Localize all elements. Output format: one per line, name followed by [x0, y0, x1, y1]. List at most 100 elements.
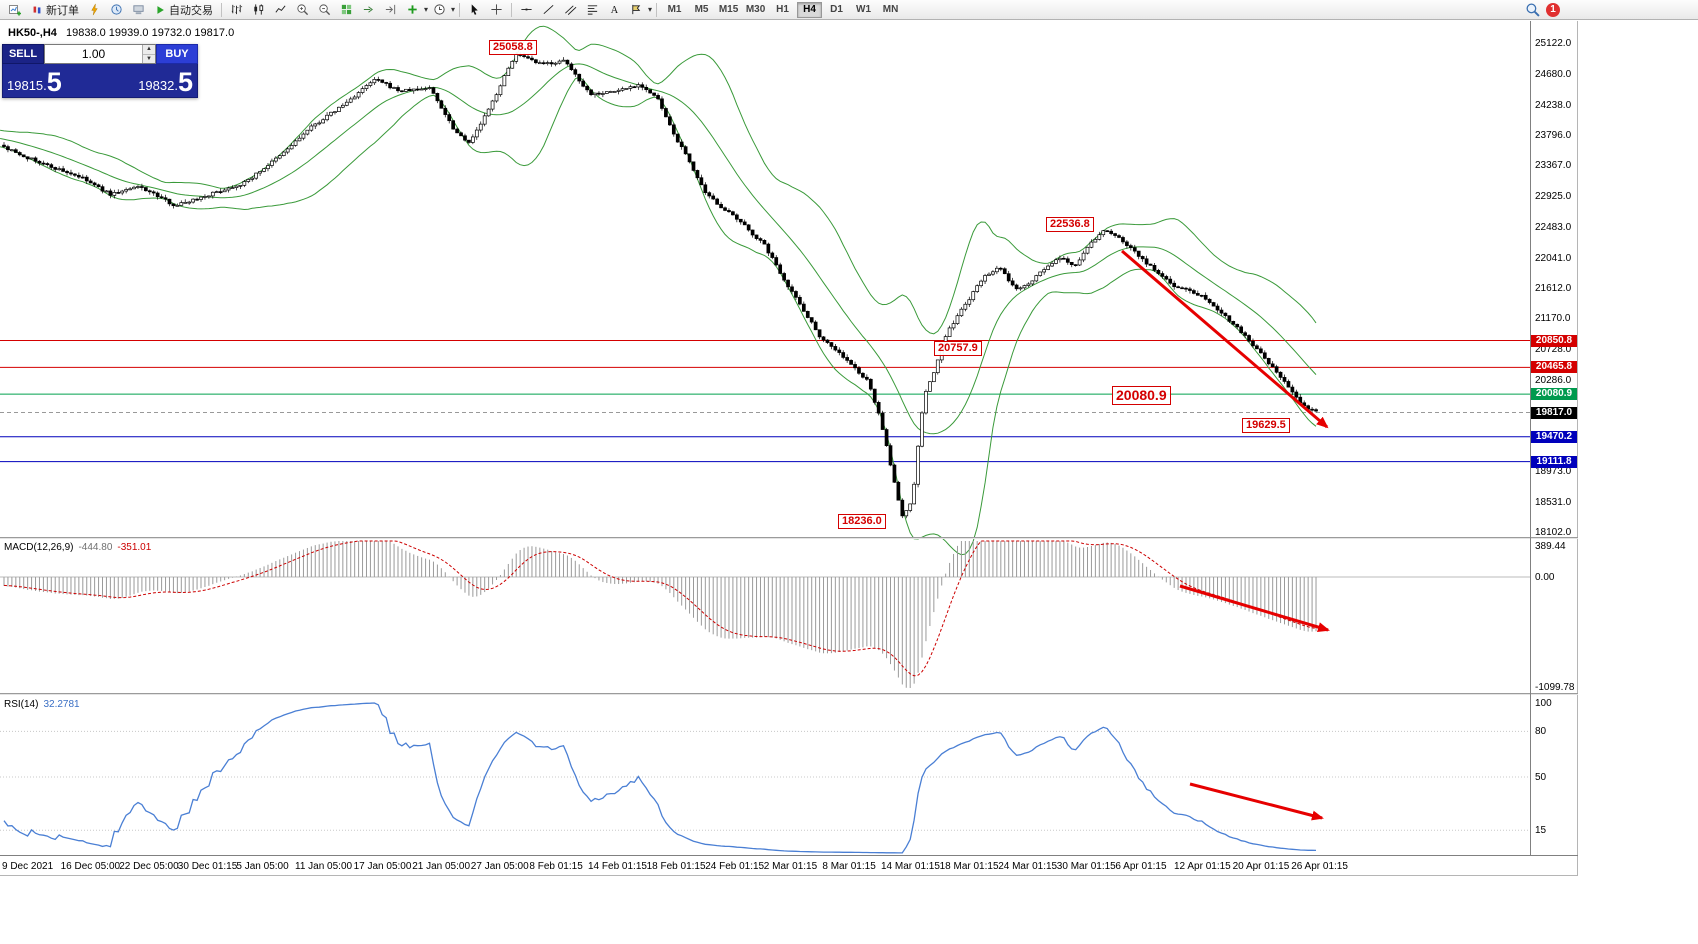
time-tick-label: 30 Dec 01:15: [177, 861, 238, 872]
price-level-badge: 19817.0: [1531, 406, 1577, 419]
sell-price-big-digit: 5: [46, 67, 62, 97]
notification-badge[interactable]: 1: [1546, 2, 1560, 17]
search-icon[interactable]: [1525, 2, 1540, 17]
price-callout[interactable]: 18236.0: [838, 514, 886, 529]
indicator-tick-label: -1099.78: [1535, 682, 1575, 693]
zoom-out-icon: [319, 4, 331, 16]
time-tick-label: 17 Jan 05:00: [353, 861, 412, 872]
price-tick-label: 24238.0: [1535, 99, 1572, 111]
volume-input[interactable]: [45, 45, 142, 63]
price-tick-label: 18973.0: [1535, 466, 1572, 478]
fibonacci-tool-button[interactable]: [582, 1, 603, 19]
price-callout[interactable]: 19629.5: [1242, 418, 1290, 433]
text-tool-button[interactable]: A: [604, 1, 625, 19]
price-callout[interactable]: 25058.8: [489, 40, 537, 55]
price-callout[interactable]: 22536.8: [1046, 217, 1094, 232]
indicators-dropdown-caret[interactable]: ▾: [424, 5, 429, 14]
time-tick-label: 24 Mar 01:15: [998, 861, 1058, 872]
price-axis[interactable]: 25122.0 24680.0 24238.0 23796.0 23367.0 22925…: [1530, 21, 1578, 855]
indicator-tick-label: 80: [1535, 726, 1547, 737]
indicator-tick-label: 50: [1535, 772, 1547, 783]
market-watch-button[interactable]: [106, 1, 127, 19]
volume-up-button[interactable]: ▲: [143, 45, 155, 55]
crosshair-icon: [491, 4, 502, 15]
time-tick-label: 14 Mar 01:15: [881, 861, 940, 872]
candlestick-mode-button[interactable]: [248, 1, 269, 19]
cursor-tool-button[interactable]: [464, 1, 485, 19]
chart-canvas[interactable]: [0, 21, 1578, 876]
label-tool-button[interactable]: [626, 1, 647, 19]
label-icon: [632, 4, 641, 15]
line-chart-mode-button[interactable]: [270, 1, 291, 19]
new-order-icon: [33, 6, 41, 13]
rsi-name: RSI(14): [4, 699, 39, 710]
chart-window[interactable]: HK50-,H4 19838.0 19939.0 19732.0 19817.0…: [0, 21, 1578, 876]
timeframe-d1-button[interactable]: D1: [830, 4, 843, 15]
timeframe-m5-button[interactable]: M5: [694, 4, 709, 15]
indicators-button[interactable]: [402, 1, 423, 19]
timeframe-m15-button[interactable]: M15: [718, 4, 739, 15]
sell-button-label: SELL: [8, 48, 38, 60]
price-level-badge: 19470.2: [1531, 430, 1577, 443]
price-tick-label: 22925.0: [1535, 191, 1572, 203]
sell-button[interactable]: SELL: [2, 44, 44, 64]
timeframe-h4-button[interactable]: H4: [797, 1, 823, 18]
indicator-tick-label: 0.00: [1535, 572, 1555, 583]
shapes-dropdown-caret[interactable]: ▾: [648, 5, 653, 14]
new-order-button[interactable]: 新订单: [27, 1, 83, 19]
hline-tool-button[interactable]: [516, 1, 537, 19]
terminal-button[interactable]: [128, 1, 149, 19]
tile-windows-icon: [341, 4, 352, 15]
trendline-tool-button[interactable]: [538, 1, 559, 19]
time-axis[interactable]: 9 Dec 2021 16 Dec 05:00 22 Dec 05:00 30 Dec…: [0, 856, 1578, 876]
price-tick-label: 21612.0: [1535, 282, 1572, 294]
new-chart-button[interactable]: [4, 1, 26, 19]
time-tick-label: 18 Mar 01:15: [939, 861, 999, 872]
autotrading-button[interactable]: 自动交易: [150, 1, 217, 19]
price-level-badge: 20080.9: [1531, 388, 1577, 401]
price-callout[interactable]: 20080.9: [1112, 386, 1171, 405]
rsi-panel-splitter[interactable]: [0, 693, 1578, 695]
time-tick-label: 2 Mar 01:15: [763, 861, 818, 872]
tile-windows-button[interactable]: [336, 1, 357, 19]
crosshair-tool-button[interactable]: [486, 1, 507, 19]
sell-price-main: 19815.: [7, 78, 47, 93]
timeframe-m1-button[interactable]: M1: [667, 4, 682, 15]
autotrading-play-icon: [157, 5, 164, 14]
svg-text:A: A: [611, 5, 619, 16]
fibonacci-icon: [587, 5, 598, 15]
main-toolbar: 新订单 自动交易: [0, 0, 1698, 20]
price-tick-label: 24680.0: [1535, 68, 1572, 80]
macd-signal-value: -351.01: [117, 542, 152, 553]
timeframe-h1-button[interactable]: H1: [776, 4, 789, 15]
trendline-icon: [543, 4, 554, 15]
periods-dropdown-caret[interactable]: ▾: [451, 5, 456, 14]
volume-box: ▲ ▼: [44, 44, 156, 64]
channel-tool-button[interactable]: [560, 1, 581, 19]
periods-button[interactable]: [429, 1, 450, 19]
price-tick-label: 18102.0: [1535, 527, 1572, 538]
volume-down-button[interactable]: ▼: [143, 54, 155, 63]
market-watch-icon: [111, 4, 122, 15]
buy-button[interactable]: BUY: [156, 44, 198, 64]
zoom-in-button[interactable]: [292, 1, 313, 19]
time-tick-label: 20 Apr 01:15: [1232, 861, 1290, 872]
time-tick-label: 5 Jan 05:00: [236, 861, 289, 872]
chart-shift-button[interactable]: [380, 1, 401, 19]
timeframe-w1-button[interactable]: W1: [856, 4, 872, 15]
timeframe-mn-button[interactable]: MN: [882, 4, 899, 15]
price-tick-label: 25122.0: [1535, 38, 1572, 49]
timeframe-m30-button[interactable]: M30: [745, 4, 766, 15]
price-callout[interactable]: 20757.9: [934, 341, 982, 356]
metaeditor-button[interactable]: [84, 1, 105, 19]
bar-chart-mode-button[interactable]: [226, 1, 247, 19]
auto-scroll-button[interactable]: [358, 1, 379, 19]
channel-icon: [565, 5, 577, 15]
time-tick-label: 27 Jan 05:00: [470, 861, 529, 872]
macd-panel-splitter[interactable]: [0, 537, 1578, 539]
time-tick-label: 11 Jan 05:00: [295, 861, 353, 872]
buy-price-big-digit: 5: [177, 67, 193, 97]
zoom-out-button[interactable]: [314, 1, 335, 19]
autotrading-label: 自动交易: [169, 4, 213, 17]
price-tick-label: 20728.0: [1535, 344, 1572, 356]
